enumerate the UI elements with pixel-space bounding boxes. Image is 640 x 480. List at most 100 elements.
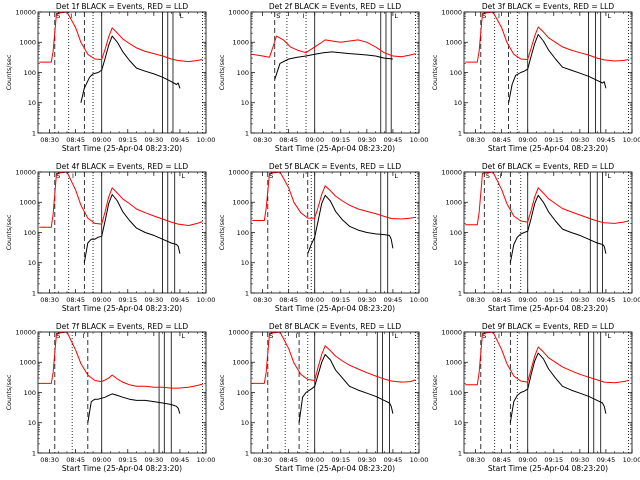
y-tick-label: 1: [32, 449, 36, 457]
y-tick-label: 1: [245, 289, 249, 297]
x-tick-label: 08:45: [279, 296, 298, 304]
x-tick-label: 09:45: [171, 296, 190, 304]
y-tick-label: 10000: [441, 168, 462, 176]
x-tick-label: 09:30: [357, 456, 376, 464]
marker-letter-l: L: [607, 332, 611, 340]
chart-svg: 1 10 100 1000 10000 08:30 08:45 09:00 09:15 09:30…: [218, 2, 429, 153]
y-axis-label: Counts/sec: [431, 374, 439, 410]
plot-frame: [463, 171, 633, 294]
series-line-events: [509, 194, 607, 263]
y-tick-label: 10: [28, 259, 36, 267]
chart-svg: 1 10 100 1000 10000 08:30 08:45 09:00 09:15 09:30…: [218, 322, 429, 473]
x-tick-label: 09:15: [118, 456, 137, 464]
x-tick-label: 09:15: [118, 296, 137, 304]
series-line-lld: [465, 12, 629, 63]
y-tick-label: 10000: [15, 8, 36, 16]
x-tick-label: 08:45: [279, 136, 298, 144]
series-line-events: [83, 194, 181, 263]
x-tick-label: 10:00: [197, 296, 216, 304]
x-tick-label: 09:30: [357, 296, 376, 304]
x-tick-label: 09:45: [384, 136, 403, 144]
x-tick-label: 09:00: [92, 136, 111, 144]
x-axis-label: Start Time (25-Apr-04 08:23:20): [275, 304, 395, 313]
marker-letter-i: I: [295, 332, 297, 340]
x-tick-label: 08:30: [253, 136, 272, 144]
x-tick-label: 08:45: [66, 136, 85, 144]
marker-letter-s: S: [56, 332, 60, 340]
detector-panel-7: 1 10 100 1000 10000 08:30 08:45 09:00 09:15 09:30…: [0, 320, 216, 480]
y-tick-label: 1: [458, 289, 462, 297]
x-axis-label: Start Time (25-Apr-04 08:23:20): [62, 304, 182, 313]
x-axis-label: Start Time (25-Apr-04 08:23:20): [275, 464, 395, 473]
x-tick-label: 09:00: [305, 456, 324, 464]
y-tick-label: 10000: [228, 328, 249, 336]
detector-panel-8: 1 10 100 1000 10000 08:30 08:45 09:00 09:15 09:30…: [213, 320, 429, 480]
panel-title: Det 9f BLACK = Events, RED = LLD: [482, 322, 615, 331]
plot-frame: [37, 171, 207, 294]
plot-frame: [250, 331, 420, 454]
x-tick-label: 10:00: [197, 456, 216, 464]
y-tick-label: 10: [241, 259, 249, 267]
panel-title: Det 6f BLACK = Events, RED = LLD: [482, 162, 615, 171]
chart-svg: 1 10 100 1000 10000 08:30 08:45 09:00 09:15 09:30…: [5, 162, 216, 313]
plot-frame: [250, 11, 420, 134]
x-tick-label: 10:00: [410, 456, 429, 464]
marker-letter-i: I: [82, 332, 84, 340]
y-axis-label: Counts/sec: [218, 214, 226, 250]
x-tick-label: 09:45: [597, 456, 616, 464]
x-tick-label: 09:15: [544, 136, 563, 144]
y-tick-label: 100: [237, 229, 249, 237]
y-tick-label: 1000: [19, 359, 36, 367]
marker-letter-l: L: [181, 172, 185, 180]
y-tick-label: 1000: [445, 39, 462, 47]
series-line-events: [87, 393, 181, 423]
y-tick-label: 10: [28, 99, 36, 107]
x-tick-label: 09:15: [331, 456, 350, 464]
marker-letter-i: I: [70, 12, 72, 20]
series-line-events: [307, 194, 394, 254]
x-tick-label: 08:30: [40, 136, 59, 144]
y-tick-label: 100: [237, 389, 249, 397]
x-tick-label: 10:00: [197, 136, 216, 144]
x-tick-label: 10:00: [623, 296, 640, 304]
plot-frame: [463, 11, 633, 134]
y-tick-label: 1000: [232, 359, 249, 367]
y-tick-label: 1: [32, 289, 36, 297]
series-line-events: [509, 352, 607, 423]
x-tick-label: 08:30: [466, 136, 485, 144]
x-tick-label: 09:45: [384, 456, 403, 464]
x-tick-label: 10:00: [623, 456, 640, 464]
x-tick-label: 08:30: [40, 456, 59, 464]
plot-frame: [463, 331, 633, 454]
y-tick-label: 1000: [445, 359, 462, 367]
marker-letter-s: S: [269, 332, 273, 340]
y-tick-label: 1: [458, 129, 462, 137]
y-tick-label: 10: [241, 419, 249, 427]
x-tick-label: 09:15: [544, 456, 563, 464]
y-tick-label: 10: [28, 419, 36, 427]
x-tick-label: 09:30: [357, 136, 376, 144]
x-tick-label: 08:45: [66, 456, 85, 464]
series-line-events: [508, 34, 607, 103]
series-line-events: [274, 51, 393, 80]
marker-letter-l: L: [181, 332, 185, 340]
marker-letter-s: S: [276, 12, 280, 20]
y-tick-label: 1: [245, 449, 249, 457]
x-tick-label: 09:45: [597, 136, 616, 144]
y-axis-label: Counts/sec: [5, 54, 13, 90]
x-tick-label: 09:45: [171, 456, 190, 464]
y-tick-label: 100: [24, 229, 36, 237]
x-tick-label: 10:00: [410, 136, 429, 144]
x-tick-label: 08:30: [253, 296, 272, 304]
x-tick-label: 09:45: [171, 136, 190, 144]
marker-letter-i: I: [500, 172, 502, 180]
x-axis-label: Start Time (25-Apr-04 08:23:20): [488, 144, 608, 153]
x-tick-label: 09:15: [544, 296, 563, 304]
chart-svg: 1 10 100 1000 10000 08:30 08:45 09:00 09:15 09:30…: [431, 162, 640, 313]
detector-panel-3: 1 10 100 1000 10000 08:30 08:45 09:00 09:15 09:30…: [426, 0, 640, 160]
x-tick-label: 08:45: [279, 456, 298, 464]
y-tick-label: 1000: [19, 199, 36, 207]
y-tick-label: 10: [454, 419, 462, 427]
series-line-lld: [252, 35, 416, 58]
